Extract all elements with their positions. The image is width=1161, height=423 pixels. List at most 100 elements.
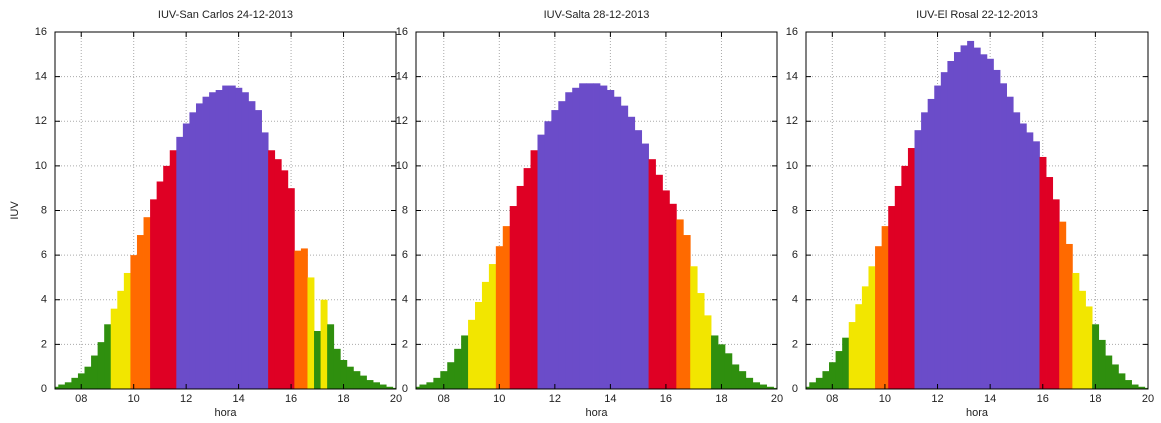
bar (731, 364, 740, 389)
bar (1138, 386, 1146, 389)
bar (842, 337, 850, 389)
x-tick-label: 14 (984, 393, 996, 405)
chart-title: IUV-El Rosal 22-12-2013 (916, 9, 1038, 21)
bar (320, 299, 328, 389)
x-tick-label: 20 (1142, 393, 1154, 405)
bar (235, 87, 243, 389)
bar (373, 382, 381, 389)
bar (1131, 384, 1139, 389)
bar (927, 98, 935, 389)
bars (416, 83, 777, 389)
bars (55, 85, 396, 389)
panel: IUV-El Rosal 22-12-2013 0 2 4 6 8 10 12 14 16 08 10… (786, 9, 1154, 419)
x-tick-label: 18 (715, 393, 727, 405)
bar (766, 386, 774, 389)
x-tick-label: 14 (604, 393, 616, 405)
bar (809, 382, 817, 389)
bar (202, 96, 210, 389)
bar (1059, 221, 1067, 389)
bar (586, 83, 594, 389)
bar (868, 266, 876, 389)
bar (215, 90, 223, 389)
bar (940, 72, 948, 389)
bar (738, 371, 747, 389)
bar (888, 206, 896, 389)
bar (711, 335, 719, 389)
bar (641, 143, 649, 389)
bar (655, 174, 663, 389)
bar (752, 382, 761, 389)
bar (143, 217, 151, 389)
bar (58, 384, 66, 389)
bar (327, 324, 335, 389)
y-tick-label: 12 (396, 115, 408, 127)
bar (1085, 306, 1093, 389)
x-tick-label: 08 (75, 393, 87, 405)
x-tick-label: 08 (826, 393, 838, 405)
y-tick-label: 10 (35, 160, 47, 172)
y-tick-label: 8 (402, 204, 408, 216)
y-tick-label: 4 (402, 294, 408, 306)
bar (228, 85, 236, 389)
bar (648, 159, 656, 389)
y-tick-label: 6 (792, 249, 798, 261)
bar (346, 366, 354, 389)
x-tick-label: 16 (1037, 393, 1049, 405)
bar (579, 83, 587, 389)
bar (97, 342, 105, 389)
bar (77, 373, 85, 389)
bar (901, 165, 909, 389)
panel: IUV-San Carlos 24-12-2013 0 2 4 6 8 10 12 14 16 08… (9, 9, 402, 419)
chart-title: IUV-San Carlos 24-12-2013 (158, 9, 293, 21)
bar (117, 290, 125, 389)
y-tick-label: 6 (41, 249, 47, 261)
bar (426, 382, 434, 389)
bar (261, 132, 269, 389)
bar (914, 130, 922, 389)
y-tick-label: 12 (35, 115, 47, 127)
bar (433, 377, 441, 389)
bar (502, 226, 511, 389)
bar (806, 386, 810, 389)
bar (855, 304, 863, 389)
bar (64, 382, 72, 389)
bar (268, 150, 276, 389)
bar (717, 344, 726, 389)
y-tick-label: 14 (786, 71, 798, 83)
y-tick-label: 16 (35, 26, 47, 38)
bar (91, 355, 99, 389)
bar (627, 116, 636, 389)
bar (516, 185, 525, 389)
x-tick-label: 20 (771, 393, 783, 405)
bar (822, 371, 830, 389)
bar (953, 52, 961, 389)
bar (447, 362, 455, 389)
bar (1092, 324, 1100, 389)
bar (209, 92, 217, 389)
bar (495, 246, 504, 389)
bar (222, 85, 230, 389)
bar (593, 83, 601, 389)
bar (359, 375, 367, 389)
bar (980, 54, 988, 389)
bar (599, 85, 608, 389)
bar (123, 272, 131, 389)
x-axis-label: hora (585, 407, 608, 419)
bar (676, 219, 684, 389)
bar (461, 335, 469, 389)
bar (530, 150, 538, 389)
bar (1078, 290, 1086, 389)
x-tick-label: 16 (285, 393, 297, 405)
bar (1111, 364, 1119, 389)
bar (1046, 177, 1054, 389)
y-tick-label: 0 (792, 383, 798, 395)
bar (934, 85, 942, 389)
bar (835, 351, 843, 389)
bar (104, 324, 112, 389)
bar (287, 188, 295, 389)
bar (1098, 339, 1106, 389)
bar (907, 148, 915, 389)
x-tick-label: 16 (660, 393, 672, 405)
bar (136, 235, 144, 389)
